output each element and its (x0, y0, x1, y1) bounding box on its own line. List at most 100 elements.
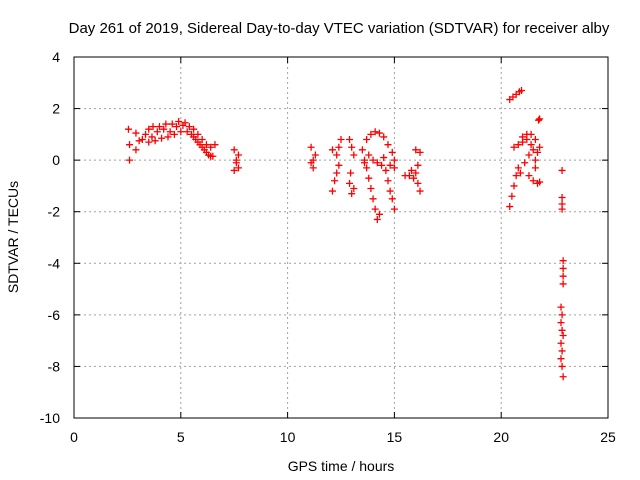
data-point (558, 194, 566, 202)
data-points (124, 87, 567, 381)
data-point (155, 123, 163, 131)
data-point (405, 172, 413, 180)
data-point (514, 164, 522, 172)
data-point (510, 143, 518, 151)
data-point (337, 136, 345, 144)
data-point (177, 128, 185, 136)
data-point (416, 148, 424, 156)
data-point (333, 169, 341, 177)
data-point (335, 161, 343, 169)
data-point (181, 119, 189, 127)
data-point (328, 187, 336, 195)
data-point (384, 141, 392, 149)
data-point (126, 141, 134, 149)
data-point (145, 138, 153, 146)
data-point (382, 166, 390, 174)
data-point (185, 123, 193, 131)
data-point (416, 187, 424, 195)
data-point (230, 146, 238, 154)
data-point (347, 169, 355, 177)
data-point (390, 164, 398, 172)
data-point (531, 164, 539, 172)
data-point (369, 195, 377, 203)
x-tick-label: 10 (280, 429, 296, 445)
data-point (190, 133, 198, 141)
data-point (360, 159, 368, 167)
data-point (388, 195, 396, 203)
data-point (190, 125, 198, 133)
chart-title: Day 261 of 2019, Sidereal Day-to-day VTE… (69, 20, 610, 37)
data-point (135, 137, 143, 145)
data-point (162, 120, 170, 128)
data-point (149, 123, 157, 131)
data-point (557, 319, 565, 327)
data-point (559, 331, 567, 339)
data-point (536, 178, 544, 186)
data-point (516, 169, 524, 177)
y-tick-label: -8 (48, 358, 61, 374)
data-point (365, 151, 373, 159)
data-point (350, 151, 358, 159)
y-tick-label: -6 (48, 307, 61, 323)
data-point (168, 120, 176, 128)
data-point (132, 129, 140, 137)
data-point (346, 136, 354, 144)
data-point (202, 141, 210, 149)
data-point (311, 151, 319, 159)
data-point (414, 179, 422, 187)
data-point (373, 159, 381, 167)
data-point (407, 166, 415, 174)
data-point (350, 185, 358, 193)
data-point (523, 130, 531, 138)
data-point (309, 164, 317, 172)
data-point (348, 190, 356, 198)
data-point (365, 174, 373, 182)
data-point (559, 373, 567, 381)
data-point (145, 125, 153, 133)
data-point (198, 143, 206, 151)
data-point (390, 156, 398, 164)
data-point (175, 117, 183, 125)
data-point (510, 182, 518, 190)
data-point (559, 272, 567, 280)
y-tick-label: -2 (48, 204, 61, 220)
data-point (386, 161, 394, 169)
y-tick-label: -10 (40, 410, 60, 426)
data-point (126, 156, 134, 164)
data-point (132, 146, 140, 154)
y-axis-label: SDTVAR / TECUs (5, 181, 21, 293)
data-point (527, 141, 535, 149)
data-point (142, 130, 150, 138)
data-point (307, 159, 315, 167)
data-point (230, 166, 238, 174)
data-point (508, 192, 516, 200)
data-point (535, 116, 543, 124)
data-point (170, 130, 178, 138)
data-point (211, 141, 219, 149)
data-point (363, 136, 371, 144)
data-point (559, 264, 567, 272)
data-point (375, 210, 383, 218)
data-point (346, 179, 354, 187)
axis-ticks: 0 5 10 15 20 25 -10 -8 -6 -4 -2 0 2 4 (40, 49, 616, 445)
data-point (173, 123, 181, 131)
grid (74, 57, 608, 418)
y-tick-label: 4 (52, 49, 60, 65)
y-tick-label: 0 (52, 152, 60, 168)
data-point (148, 133, 156, 141)
data-point (358, 146, 366, 154)
data-point (202, 148, 210, 156)
data-point (183, 128, 191, 136)
y-tick-label: 2 (52, 101, 60, 117)
data-point (558, 205, 566, 213)
data-point (521, 159, 529, 167)
data-point (557, 355, 565, 363)
data-point (519, 133, 527, 141)
x-tick-label: 5 (177, 429, 185, 445)
data-point (328, 146, 336, 154)
data-point (534, 148, 542, 156)
x-tick-label: 15 (387, 429, 403, 445)
data-point (348, 143, 356, 151)
x-tick-label: 0 (70, 429, 78, 445)
